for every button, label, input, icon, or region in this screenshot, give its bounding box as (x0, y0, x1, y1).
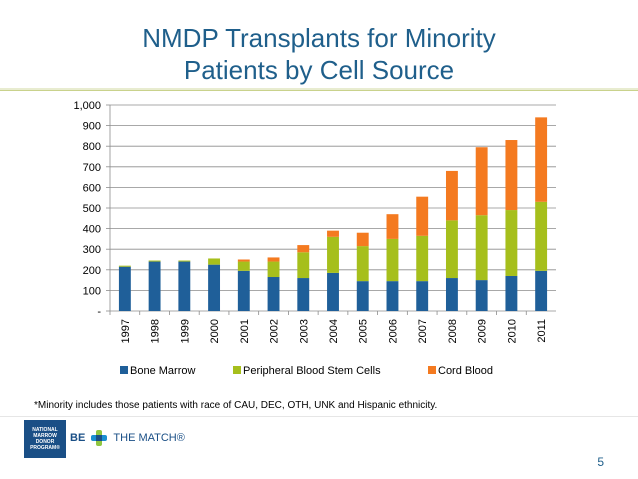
x-tick-label: 2009 (477, 319, 489, 343)
bar-segment (505, 140, 518, 211)
title-divider (0, 88, 638, 91)
bar-segment (386, 281, 399, 311)
x-tick-label: 1998 (150, 319, 162, 343)
bar-segment (267, 261, 280, 278)
x-tick-label: 2001 (239, 319, 251, 343)
bar-segment (505, 210, 518, 276)
bar-segment (416, 235, 429, 282)
y-tick-label: 300 (83, 244, 101, 256)
legend-label: Bone Marrow (130, 365, 195, 377)
y-tick-label: 700 (83, 162, 101, 174)
match-cross-icon (91, 430, 108, 446)
bar-segment (445, 220, 458, 279)
bar-segment (445, 278, 458, 311)
y-tick-label: 200 (83, 265, 101, 277)
bar-segment (297, 252, 310, 279)
bar-segment (148, 261, 161, 311)
bar-segment (208, 264, 221, 311)
footer-divider (0, 416, 638, 417)
y-tick-label: 400 (83, 224, 101, 236)
bar-segment (327, 272, 339, 311)
legend-swatch (233, 366, 241, 374)
footnote: *Minority includes those patients with r… (34, 400, 438, 411)
bar-segment (118, 265, 131, 267)
bar-segment (356, 281, 369, 311)
legend-swatch (120, 366, 128, 374)
bar-segment (178, 260, 191, 262)
nmdp-logo-text: NATIONAL MARROW DONOR PROGRAM® (30, 427, 60, 451)
x-tick-label: 1997 (120, 319, 132, 343)
nmdp-logo: NATIONAL MARROW DONOR PROGRAM® (24, 420, 66, 458)
y-tick-label: 500 (83, 203, 101, 215)
slide-title: NMDP Transplants for Minority Patients b… (0, 22, 638, 86)
x-tick-label: 2005 (358, 319, 370, 343)
brand-the-match: THE MATCH® (113, 431, 185, 444)
title-divider-line (0, 90, 638, 91)
bar-segment (535, 201, 548, 271)
bar-segment (475, 215, 488, 281)
bar-segment (475, 280, 488, 311)
bar-segment (416, 196, 429, 236)
x-tick-label: 2011 (536, 319, 548, 343)
bar-segment (327, 230, 339, 237)
title-line-2: Patients by Cell Source (183, 55, 455, 85)
bar-segment (356, 232, 369, 247)
x-tick-label: 2006 (387, 319, 399, 343)
x-tick-label: 2000 (209, 319, 221, 343)
stacked-bar-chart: - 100 200 300 400 500 600 700 800 900 1,000 1997 199… (73, 100, 556, 377)
x-tick-label: 2003 (298, 319, 310, 343)
x-tick-label: 2010 (506, 319, 518, 343)
bar-segment (148, 260, 161, 262)
bar-segment (535, 270, 548, 311)
bar-segment (267, 257, 280, 262)
bar-segment (475, 147, 488, 216)
bar-segment (356, 246, 369, 282)
bar-segment (535, 117, 548, 202)
bar-segment (118, 266, 131, 311)
bar-segment (327, 236, 339, 273)
legend-swatch (428, 366, 436, 374)
bar-segment (416, 281, 429, 311)
be-the-match-logo: BE THE MATCH® (70, 430, 185, 446)
legend-label: Cord Blood (438, 365, 493, 377)
x-tick-label: 2004 (328, 319, 340, 343)
bar-segment (386, 214, 399, 239)
bar-segment (237, 261, 250, 271)
x-tick-label: 2002 (269, 319, 281, 343)
x-tick-label: 1999 (179, 319, 191, 343)
brand-be: BE (70, 431, 86, 444)
y-tick-label: - (97, 306, 101, 318)
bar-segment (237, 270, 250, 311)
bar-segment (386, 238, 399, 282)
page-number: 5 (597, 455, 604, 469)
y-tick-label: 1,000 (73, 100, 101, 112)
title-line-1: NMDP Transplants for Minority (142, 23, 496, 53)
bar-segment (237, 259, 250, 262)
y-tick-label: 100 (83, 285, 101, 297)
y-tick-label: 800 (83, 141, 101, 153)
bar-segment (445, 170, 458, 221)
y-tick-label: 900 (83, 121, 101, 133)
x-tick-label: 2007 (417, 319, 429, 343)
legend-label: Peripheral Blood Stem Cells (243, 365, 381, 377)
bar-segment (208, 258, 221, 265)
y-tick-label: 600 (83, 182, 101, 194)
bar-segment (267, 277, 280, 311)
bar-segment (178, 261, 191, 311)
bar-segment (505, 275, 518, 311)
bar-segment (297, 278, 310, 311)
bar-segment (297, 245, 310, 253)
x-tick-label: 2008 (447, 319, 459, 343)
